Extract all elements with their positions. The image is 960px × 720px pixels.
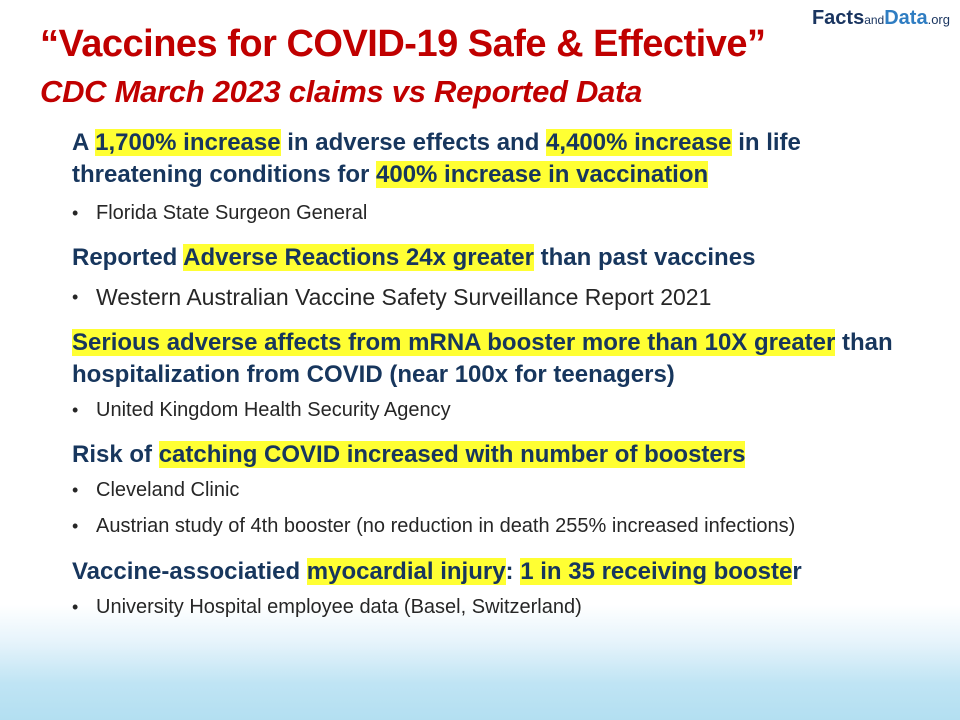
claims-list: A 1,700% increase in adverse effects and…	[72, 127, 922, 621]
source-list: Florida State Surgeon General	[72, 199, 922, 227]
highlight-4400-percent: 4,400% increase	[546, 129, 732, 156]
claim-risk-catching-covid: Risk of catching COVID increased with nu…	[72, 439, 922, 471]
claim-text: A	[72, 129, 96, 156]
claim-text: :	[505, 558, 521, 585]
claim-text: than past vaccines	[533, 244, 756, 271]
logo-data: Data	[884, 7, 928, 29]
slide-title: “Vaccines for COVID-19 Safe & Effective”	[40, 23, 766, 65]
logo-org: .org	[927, 12, 950, 27]
highlight-1700-percent: 1,700% increase	[95, 129, 281, 156]
highlight-1-in-35: 1 in 35 receiving booste	[520, 558, 793, 585]
highlight-400-percent-vaccination: 400% increase in vaccination	[376, 161, 709, 188]
claim-mrna-booster-10x: Serious adverse affects from mRNA booste…	[72, 327, 922, 391]
claim-text: Vaccine-associatied	[72, 558, 307, 585]
source-item: University Hospital employee data (Basel…	[72, 593, 922, 621]
factsanddata-logo: FactsandData.org	[803, 4, 956, 35]
claim-adverse-effects-increase: A 1,700% increase in adverse effects and…	[72, 127, 922, 191]
source-item: Florida State Surgeon General	[72, 199, 922, 227]
source-item: Western Australian Vaccine Safety Survei…	[72, 281, 922, 313]
slide-subtitle: CDC March 2023 claims vs Reported Data	[40, 74, 642, 109]
claim-text: in life threatening conditions for	[72, 129, 801, 188]
claim-text: r	[792, 558, 802, 585]
source-list: United Kingdom Health Security Agency	[72, 396, 922, 424]
source-list: Western Australian Vaccine Safety Survei…	[72, 281, 922, 313]
source-list: Cleveland Clinic Austrian study of 4th b…	[72, 476, 922, 540]
logo-and: and	[864, 13, 885, 27]
source-list: University Hospital employee data (Basel…	[72, 593, 922, 621]
highlight-10x-greater: Serious adverse affects from mRNA booste…	[72, 329, 836, 356]
claim-text: in adverse effects and	[280, 129, 547, 156]
source-item: Cleveland Clinic	[72, 476, 922, 504]
claim-adverse-reactions-24x: Reported Adverse Reactions 24x greater t…	[72, 242, 922, 274]
claim-text: Risk of	[72, 441, 159, 468]
highlight-24x-greater: Adverse Reactions 24x greater	[183, 244, 534, 271]
claim-text: Reported	[72, 244, 184, 271]
claim-text: than hospitalization from COVID (near 10…	[72, 329, 893, 388]
source-item: United Kingdom Health Security Agency	[72, 396, 922, 424]
highlight-boosters: catching COVID increased with number of …	[158, 441, 746, 468]
logo-facts: Facts	[811, 7, 865, 29]
source-item: Austrian study of 4th booster (no reduct…	[72, 512, 922, 540]
claim-myocardial-injury: Vaccine-associatied myocardial injury: 1…	[72, 556, 922, 588]
highlight-myocardial-injury: myocardial injury	[306, 558, 506, 585]
